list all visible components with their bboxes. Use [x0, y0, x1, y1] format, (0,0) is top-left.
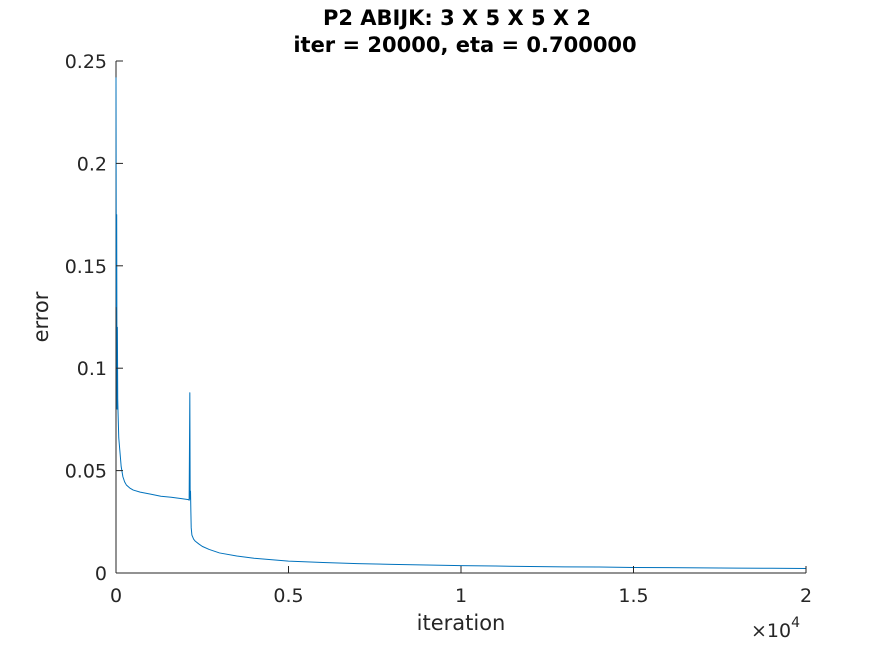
series-line-error — [115, 77, 807, 569]
x-tick-label: 0.5 — [273, 585, 303, 607]
plot-area — [115, 61, 807, 574]
y-axis-ticks: 0 0.05 0.1 0.15 0.2 0.25 — [65, 51, 123, 585]
x-tick-label: 1 — [455, 585, 467, 607]
x-axis-ticks: 0 0.5 1 1.5 2 — [110, 566, 812, 607]
x-axis-exponent: ×104 — [751, 615, 800, 642]
y-tick-label: 0.2 — [77, 153, 107, 175]
y-axis-label: error — [29, 291, 53, 342]
x-axis-exponent-base: ×10 — [751, 620, 791, 642]
x-tick-label: 0 — [110, 585, 122, 607]
y-tick-label: 0.15 — [65, 256, 107, 278]
x-tick-label: 2 — [800, 585, 812, 607]
y-tick-label: 0.05 — [65, 461, 107, 483]
x-axis-exponent-power: 4 — [791, 615, 800, 631]
chart-title-line-1: P2 ABIJK: 3 X 5 X 5 X 2 — [323, 6, 591, 30]
chart-title-line-2: iter = 20000, eta = 0.700000 — [293, 33, 636, 57]
y-tick-label: 0.25 — [65, 51, 107, 73]
y-tick-label: 0 — [95, 563, 107, 585]
x-axis-label: iteration — [417, 611, 506, 635]
y-tick-label: 0.1 — [77, 358, 107, 380]
x-tick-label: 1.5 — [618, 585, 648, 607]
